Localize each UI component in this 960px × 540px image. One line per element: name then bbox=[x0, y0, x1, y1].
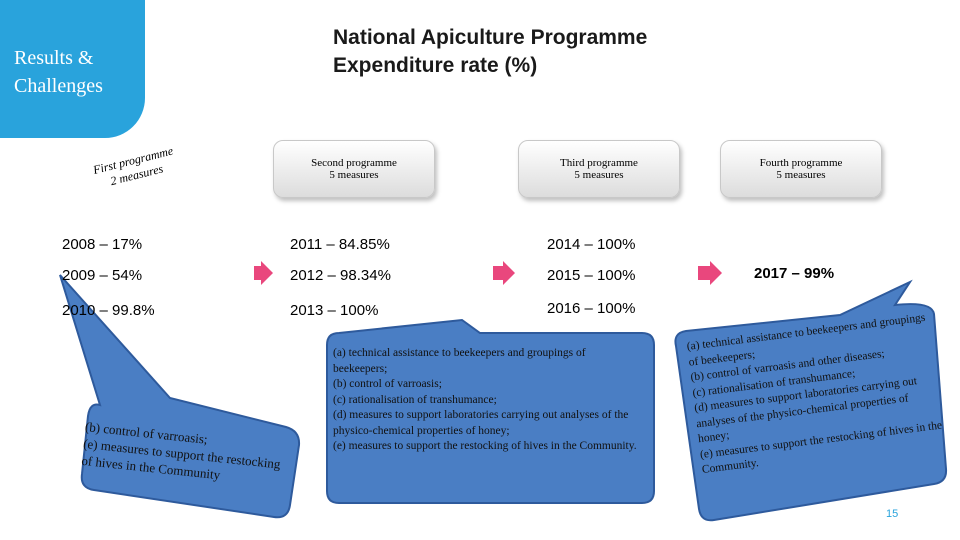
rate-2013: 2013 – 100% bbox=[290, 302, 379, 319]
callout-text-fourth: (a) technical assistance to beekeepers a… bbox=[686, 311, 943, 476]
rate-2008: 2008 – 17% bbox=[62, 236, 143, 253]
page-title: National Apiculture Programme Expenditur… bbox=[333, 26, 648, 77]
programme-subtitle: 5 measures bbox=[776, 169, 826, 181]
callout-bubble-third bbox=[326, 318, 655, 504]
programme-title: Third programme bbox=[560, 157, 638, 169]
page-number: 15 bbox=[886, 508, 899, 520]
callout-bubble-first bbox=[59, 274, 301, 519]
arrow-right-icon bbox=[254, 261, 273, 285]
programme-title: Second programme bbox=[311, 157, 397, 169]
programme-subtitle: 5 measures bbox=[329, 169, 379, 181]
programme-subtitle: 5 measures bbox=[574, 169, 624, 181]
programme-box-second: Second programme 5 measures bbox=[273, 140, 435, 198]
rate-2015: 2015 – 100% bbox=[547, 267, 636, 284]
rate-2017: 2017 – 99% bbox=[754, 265, 835, 282]
callout-text-third: (a) technical assistance to beekeepers a… bbox=[333, 347, 637, 452]
programme-box-fourth: Fourth programme 5 measures bbox=[720, 140, 882, 198]
rate-2016: 2016 – 100% bbox=[547, 300, 636, 317]
callout-bubble-fourth bbox=[674, 279, 948, 522]
section-title: Results & Challenges bbox=[14, 47, 103, 97]
rate-2010: 2010 – 99.8% bbox=[62, 302, 155, 319]
programme-title: Fourth programme bbox=[759, 157, 843, 169]
rate-2012: 2012 – 98.34% bbox=[290, 267, 391, 284]
arrow-right-icon bbox=[493, 261, 515, 285]
programme-box-third: Third programme 5 measures bbox=[518, 140, 680, 198]
rate-2014: 2014 – 100% bbox=[547, 236, 636, 253]
rate-2011: 2011 – 84.85% bbox=[290, 236, 390, 253]
rate-2009: 2009 – 54% bbox=[62, 267, 143, 284]
section-corner-panel bbox=[0, 0, 145, 138]
arrow-right-icon bbox=[698, 261, 722, 285]
